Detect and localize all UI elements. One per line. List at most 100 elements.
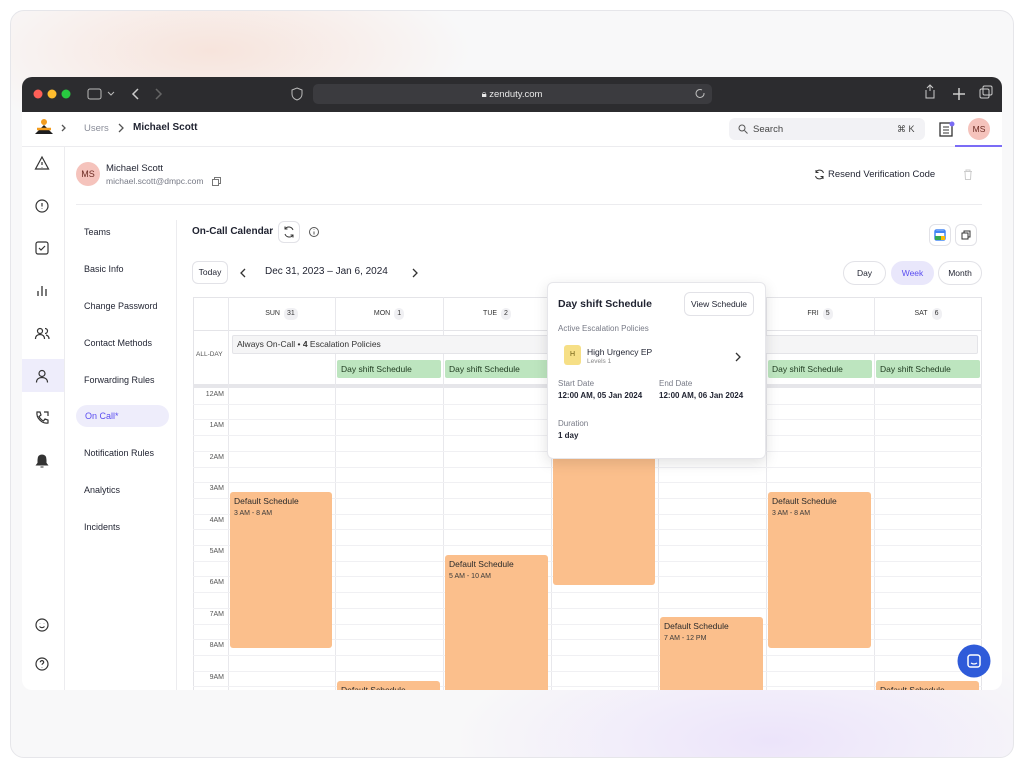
- minimize[interactable]: [47, 89, 57, 99]
- copy-link-button[interactable]: [955, 224, 977, 246]
- reload[interactable]: [695, 89, 705, 98]
- hour-label: 1AM: [209, 422, 224, 430]
- menu-item-active[interactable]: On Call*: [85, 411, 119, 421]
- nav-teams[interactable]: [34, 325, 50, 341]
- url-bar[interactable]: [313, 84, 712, 104]
- nav-analytics[interactable]: [34, 283, 50, 299]
- avatar[interactable]: MS: [968, 118, 990, 140]
- back[interactable]: [131, 88, 139, 100]
- menu-item[interactable]: Notification Rules: [84, 448, 155, 458]
- end-value: 12:00 AM, 06 Jan 2024: [659, 391, 744, 400]
- schedule-event[interactable]: Default Schedule 5 AM - 10 AM: [445, 555, 548, 690]
- chat-button[interactable]: [957, 644, 991, 678]
- search-box[interactable]: [729, 118, 925, 140]
- day-shift-event[interactable]: Day shift Schedule: [768, 360, 872, 378]
- view-day[interactable]: Day: [843, 261, 886, 285]
- info-icon[interactable]: [308, 226, 320, 238]
- event-title: Default Schedule: [664, 621, 729, 631]
- policy-name[interactable]: High Urgency EP: [587, 347, 653, 357]
- schedule-event[interactable]: Default Schedule: [337, 681, 440, 690]
- schedule-event[interactable]: Default Schedule 3 AM - 8 AM: [768, 492, 871, 648]
- date-range: Dec 31, 2023 – Jan 6, 2024: [265, 266, 388, 277]
- schedule-event[interactable]: Default Schedule 3 AM - 8 AM: [230, 492, 332, 648]
- column-line: [551, 297, 552, 690]
- hour-label: 12AM: [205, 391, 224, 398]
- nav-alerts[interactable]: [34, 198, 50, 214]
- nav-users[interactable]: [34, 368, 50, 384]
- share[interactable]: [925, 84, 935, 99]
- column-line: [766, 297, 767, 690]
- day-name: SUN: [265, 310, 280, 317]
- menu-item[interactable]: Incidents: [84, 522, 121, 532]
- day-shift-event[interactable]: Day shift Schedule: [337, 360, 441, 378]
- row-line: [193, 607, 982, 609]
- event-title: Default Schedule: [234, 496, 299, 506]
- refresh-button[interactable]: [278, 221, 300, 243]
- breadcrumb[interactable]: Users: [84, 123, 109, 134]
- start-value: 12:00 AM, 05 Jan 2024: [558, 391, 643, 400]
- nav-help[interactable]: [34, 656, 50, 672]
- news-icon[interactable]: [939, 121, 955, 137]
- day-header: MON 1: [359, 308, 419, 320]
- view-week[interactable]: Week: [891, 261, 934, 285]
- forward[interactable]: [155, 88, 163, 100]
- resend-icon: [815, 169, 824, 180]
- day-header: TUE 2: [467, 308, 527, 320]
- view-month[interactable]: Month: [938, 261, 982, 285]
- menu-item[interactable]: Forwarding Rules: [84, 375, 155, 385]
- day-date: 6: [931, 308, 942, 320]
- schedule-event[interactable]: Default Schedule: [876, 681, 979, 690]
- menu-item[interactable]: Change Password: [84, 301, 158, 311]
- always-on-call-text: Always On-Call •: [237, 339, 301, 349]
- tabs[interactable]: [982, 85, 993, 96]
- column-line: [335, 297, 336, 690]
- menu-item[interactable]: Basic Info: [84, 264, 124, 274]
- nav-notify[interactable]: [34, 453, 50, 469]
- urgency-badge: H: [564, 345, 581, 365]
- day-name: TUE: [483, 310, 498, 317]
- end-label: End Date: [659, 379, 693, 388]
- nav-incidents[interactable]: [34, 155, 50, 171]
- day-shift-event[interactable]: Day shift Schedule: [445, 360, 549, 378]
- maximize[interactable]: [61, 89, 71, 99]
- view-schedule-button[interactable]: View Schedule: [684, 292, 754, 316]
- day-name: FRI: [807, 310, 819, 317]
- row-line: [193, 639, 982, 641]
- row-line: [193, 654, 982, 656]
- calendar-title: On-Call Calendar: [192, 226, 274, 237]
- copy-icon[interactable]: [212, 177, 221, 186]
- day-shift-event[interactable]: Day shift Schedule: [876, 360, 980, 378]
- today-button[interactable]: Today: [192, 261, 228, 284]
- hour-label: 9AM: [209, 673, 224, 681]
- menu-item[interactable]: Teams: [84, 227, 111, 237]
- resend-button[interactable]: Resend Verification Code: [828, 169, 936, 180]
- prev-week[interactable]: [238, 267, 248, 279]
- row-line: [193, 670, 982, 672]
- sidebar-toggle[interactable]: [87, 88, 102, 100]
- schedule-event[interactable]: Default Schedule 7 AM - 12 PM: [660, 617, 763, 690]
- logo: [35, 119, 66, 134]
- sidebar-active: [22, 359, 64, 392]
- nav-tasks[interactable]: [34, 240, 50, 256]
- nav-feedback[interactable]: [34, 617, 50, 633]
- menu-item[interactable]: Contact Methods: [84, 338, 153, 348]
- policy-chevron[interactable]: [734, 352, 742, 362]
- nav-calls[interactable]: [34, 410, 50, 426]
- tabs[interactable]: [979, 88, 990, 99]
- new-tab[interactable]: [953, 88, 965, 100]
- menu-item[interactable]: Analytics: [84, 485, 121, 495]
- always-on-call-suffix: Escalation Policies: [309, 339, 381, 349]
- hour-label: 4AM: [209, 516, 224, 524]
- event-time: 3 AM - 8 AM: [772, 510, 811, 517]
- hour-label: 8AM: [209, 642, 224, 650]
- duration-label: Duration: [558, 419, 589, 428]
- chevron[interactable]: [107, 91, 115, 96]
- delete-icon[interactable]: [963, 169, 973, 180]
- google-calendar-button[interactable]: [929, 224, 951, 246]
- next-week[interactable]: [410, 267, 420, 279]
- shield: [291, 87, 303, 101]
- close[interactable]: [33, 89, 43, 99]
- day-name: SAT: [914, 310, 928, 317]
- row-line: [193, 592, 982, 594]
